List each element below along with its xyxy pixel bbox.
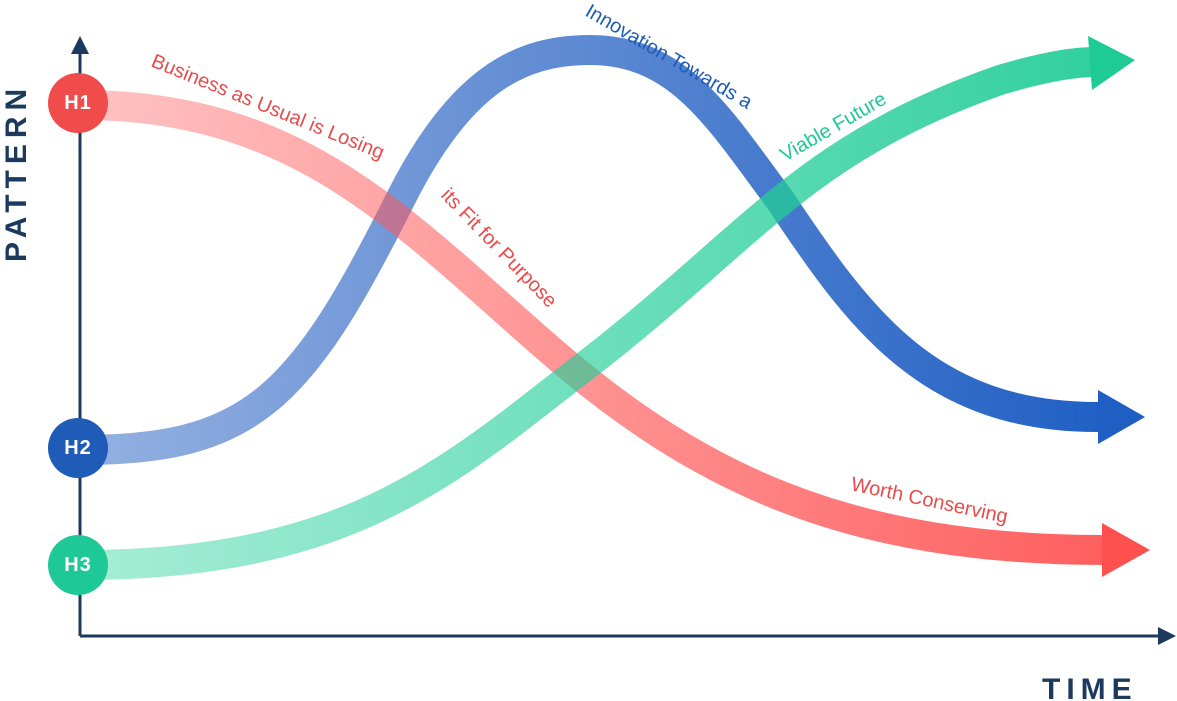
x-axis-arrow [1158, 627, 1176, 645]
h1-badge [48, 73, 108, 133]
h2-label: H2 [64, 437, 92, 459]
h3-label: H3 [64, 554, 92, 576]
h3-arrow [1088, 36, 1135, 90]
h1-arrow [1102, 523, 1150, 577]
h1-label: H1 [64, 92, 92, 114]
h2-badge [48, 418, 108, 478]
h1-curve [79, 90, 1106, 565]
h2-arrow [1098, 390, 1145, 444]
h3-badge [48, 535, 108, 595]
y-axis-arrow [71, 36, 89, 54]
y-axis-label: PATTERN [0, 83, 33, 262]
h3-curve [79, 47, 1096, 580]
x-axis-label: TIME [1042, 673, 1138, 701]
h2-curve [79, 34, 1101, 465]
